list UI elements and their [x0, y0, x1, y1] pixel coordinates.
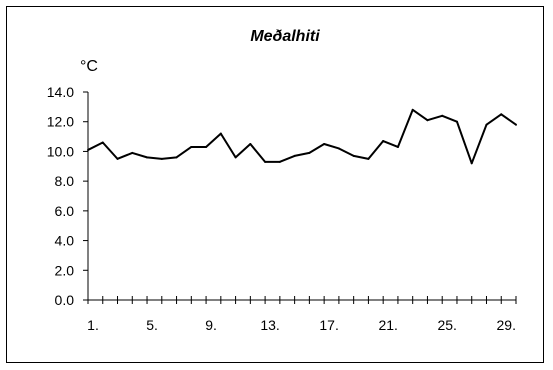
x-tick-label: 25. [437, 317, 456, 333]
y-axis-ticks: 0.0 2.0 4.0 6.0 8.0 10.0 12.0 14.0 [47, 84, 88, 308]
x-axis-ticks [87, 296, 517, 304]
data-point [101, 141, 104, 144]
y-tick-label: 8.0 [55, 173, 75, 189]
x-tick-label: 17. [319, 317, 338, 333]
data-point [175, 156, 178, 159]
data-point [426, 119, 429, 122]
data-point [131, 151, 134, 154]
data-point [219, 132, 222, 135]
y-tick-label: 12.0 [47, 114, 74, 130]
x-axis-tick-labels: 1. 5. 9. 13. 17. 21. 25. 29. [87, 317, 516, 333]
series-layer [87, 108, 517, 165]
data-point [146, 156, 149, 159]
x-tick-label: 9. [205, 317, 217, 333]
data-point [515, 123, 517, 126]
x-tick-label: 13. [260, 317, 279, 333]
data-point [205, 145, 208, 148]
data-point [396, 145, 399, 148]
y-tick-label: 2.0 [55, 262, 75, 278]
data-point [87, 148, 89, 151]
data-point [293, 154, 296, 157]
data-point [367, 157, 370, 160]
data-point [337, 147, 340, 150]
y-tick-label: 6.0 [55, 203, 75, 219]
data-point [234, 156, 237, 159]
data-point [382, 140, 385, 143]
chart-title: Meðalhiti [250, 28, 320, 45]
y-tick-label: 10.0 [47, 143, 74, 159]
y-tick-label: 14.0 [47, 84, 74, 100]
data-point [278, 160, 281, 163]
data-point [411, 108, 414, 111]
y-tick-label: 4.0 [55, 233, 75, 249]
x-tick-label: 5. [146, 317, 158, 333]
data-point [264, 160, 267, 163]
data-points [87, 108, 517, 165]
data-point [352, 154, 355, 157]
data-point [441, 114, 444, 117]
data-point [485, 123, 488, 126]
data-point [116, 157, 119, 160]
series-line [87, 108, 517, 165]
data-point [455, 120, 458, 123]
y-unit-label: °C [80, 58, 98, 75]
x-tick-label: 29. [497, 317, 516, 333]
data-point [249, 143, 252, 145]
data-point [190, 145, 193, 148]
data-point [470, 162, 473, 165]
data-point [160, 157, 163, 160]
data-point [500, 113, 503, 116]
x-tick-label: 1. [87, 317, 99, 333]
y-tick-label: 0.0 [55, 292, 75, 308]
data-point [308, 151, 311, 154]
x-tick-label: 21. [378, 317, 397, 333]
chart-frame [6, 6, 544, 363]
data-point [323, 143, 326, 145]
